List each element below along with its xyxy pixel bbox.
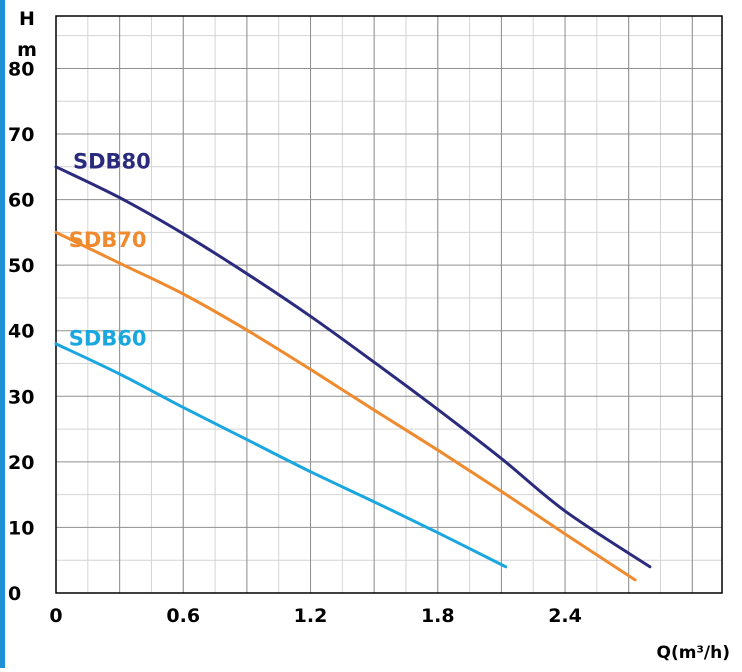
- y-tick-label: 30: [8, 386, 34, 408]
- y-tick-label: 40: [8, 321, 34, 343]
- y-tick-labels: 0 10 20 30 40 50 60 70 80: [8, 58, 34, 605]
- plot-border: [55, 15, 723, 594]
- y-tick-label: 20: [8, 452, 34, 474]
- x-tick-label: 0.6: [166, 605, 200, 627]
- left-accent-bar: [0, 0, 5, 668]
- curve-label-sdb60: SDB60: [69, 326, 147, 350]
- minor-grid: [56, 16, 722, 593]
- y-tick-label: 70: [8, 124, 34, 146]
- x-tick-label: 1.2: [294, 605, 328, 627]
- x-tick-label: 1.8: [421, 605, 455, 627]
- y-tick-label: 10: [8, 517, 34, 539]
- curve-label-sdb80: SDB80: [73, 149, 151, 173]
- curve-label-sdb70: SDB70: [69, 228, 147, 252]
- x-tick-label: 2.4: [548, 605, 582, 627]
- y-axis-label-h: H: [19, 8, 35, 30]
- curve-sdb60: [54, 342, 508, 569]
- y-tick-label: 0: [8, 583, 21, 605]
- y-tick-label: 80: [8, 58, 34, 80]
- curve-labels: SDB80 SDB70 SDB60: [69, 149, 151, 350]
- curve-sdb80: [54, 165, 652, 569]
- curves: [54, 165, 652, 582]
- y-axis-label-m: m: [17, 39, 37, 61]
- major-grid: [56, 16, 722, 593]
- curve-sdb70: [54, 230, 637, 582]
- x-axis-label: Q(m³/h): [657, 643, 730, 663]
- y-tick-label: 50: [8, 255, 34, 277]
- x-tick-label: 0: [49, 605, 62, 627]
- x-tick-labels: 0 0.6 1.2 1.8 2.4: [49, 605, 581, 627]
- y-tick-label: 60: [8, 190, 34, 212]
